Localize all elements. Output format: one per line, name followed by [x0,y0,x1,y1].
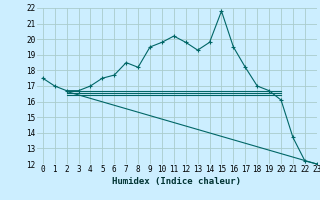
X-axis label: Humidex (Indice chaleur): Humidex (Indice chaleur) [112,177,241,186]
